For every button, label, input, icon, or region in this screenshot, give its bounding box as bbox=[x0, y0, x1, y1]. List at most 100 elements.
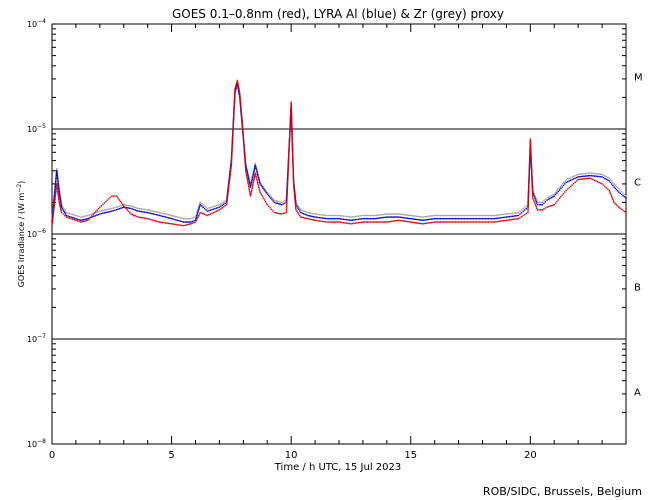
data-point bbox=[247, 184, 250, 186]
data-point bbox=[284, 200, 286, 202]
data-point bbox=[217, 209, 219, 212]
data-point bbox=[508, 219, 511, 221]
data-point bbox=[372, 221, 375, 223]
data-point bbox=[530, 148, 532, 150]
data-point bbox=[522, 207, 524, 210]
data-point bbox=[51, 220, 54, 222]
data-point bbox=[226, 199, 228, 201]
data-point bbox=[356, 218, 358, 221]
data-point bbox=[605, 175, 608, 178]
data-point bbox=[160, 212, 162, 214]
data-point bbox=[202, 206, 204, 208]
data-point bbox=[495, 217, 497, 220]
data-point bbox=[145, 217, 147, 220]
data-point bbox=[293, 187, 295, 190]
data-point bbox=[466, 214, 469, 217]
data-point bbox=[51, 223, 53, 225]
data-point bbox=[278, 203, 280, 205]
data-point bbox=[72, 218, 74, 220]
data-point bbox=[505, 216, 508, 218]
data-point bbox=[498, 214, 500, 216]
data-point bbox=[308, 212, 311, 214]
data-point bbox=[226, 196, 229, 198]
data-point bbox=[374, 217, 376, 220]
data-point bbox=[140, 216, 142, 219]
data-point bbox=[185, 221, 188, 223]
data-point bbox=[383, 216, 385, 219]
data-point bbox=[296, 210, 298, 212]
data-point bbox=[235, 84, 237, 86]
data-point bbox=[203, 205, 206, 207]
data-point bbox=[441, 214, 443, 217]
data-point bbox=[123, 204, 125, 206]
data-point bbox=[57, 180, 59, 183]
data-point bbox=[531, 181, 533, 183]
data-point bbox=[55, 179, 57, 181]
data-point bbox=[377, 221, 379, 223]
data-point bbox=[232, 131, 234, 133]
data-point bbox=[199, 204, 201, 206]
data-point bbox=[124, 204, 126, 206]
data-point bbox=[481, 214, 484, 217]
data-point bbox=[530, 171, 533, 173]
data-point bbox=[58, 198, 60, 201]
data-point bbox=[507, 216, 509, 218]
data-point bbox=[568, 187, 570, 189]
y-axis-label-exp: −2 bbox=[16, 184, 23, 193]
data-point bbox=[134, 209, 136, 211]
data-point bbox=[347, 219, 349, 221]
data-point bbox=[231, 151, 233, 154]
data-point bbox=[529, 144, 532, 147]
data-point bbox=[291, 125, 293, 127]
data-point bbox=[100, 205, 103, 207]
data-point bbox=[601, 176, 603, 178]
data-point bbox=[257, 177, 260, 179]
data-point bbox=[369, 221, 372, 223]
data-point bbox=[541, 201, 543, 204]
data-point bbox=[540, 201, 542, 204]
data-point bbox=[552, 204, 554, 206]
data-point bbox=[535, 199, 537, 201]
data-point bbox=[52, 215, 54, 218]
data-point bbox=[499, 220, 502, 222]
data-point bbox=[211, 208, 213, 211]
data-point bbox=[326, 217, 328, 220]
data-point bbox=[230, 164, 233, 167]
data-point bbox=[58, 191, 60, 193]
x-tick-label: 0 bbox=[49, 450, 55, 461]
data-point bbox=[59, 204, 61, 206]
data-point bbox=[294, 201, 296, 203]
data-point bbox=[502, 220, 505, 222]
data-point bbox=[247, 177, 250, 179]
data-point bbox=[292, 172, 294, 174]
data-point bbox=[215, 204, 218, 207]
data-point bbox=[286, 197, 288, 199]
data-point bbox=[292, 158, 294, 160]
data-point bbox=[469, 221, 472, 223]
data-point bbox=[529, 138, 532, 140]
data-point bbox=[73, 217, 76, 219]
data-point bbox=[289, 125, 291, 127]
data-point bbox=[256, 180, 258, 182]
data-point bbox=[291, 131, 293, 133]
data-point bbox=[593, 172, 596, 175]
data-point bbox=[240, 109, 242, 111]
data-point bbox=[607, 176, 609, 179]
data-point bbox=[556, 192, 558, 194]
data-point bbox=[223, 206, 225, 208]
data-point bbox=[596, 173, 599, 175]
data-point bbox=[320, 214, 322, 216]
data-point bbox=[348, 219, 351, 221]
data-point bbox=[568, 180, 570, 182]
data-point bbox=[294, 198, 296, 200]
data-point bbox=[300, 216, 302, 218]
data-point bbox=[288, 149, 290, 151]
data-point bbox=[262, 197, 265, 200]
data-point bbox=[565, 181, 567, 184]
data-point bbox=[57, 190, 59, 193]
data-point bbox=[511, 215, 514, 217]
data-point bbox=[368, 221, 370, 223]
data-point bbox=[436, 217, 439, 220]
data-point bbox=[233, 97, 236, 100]
